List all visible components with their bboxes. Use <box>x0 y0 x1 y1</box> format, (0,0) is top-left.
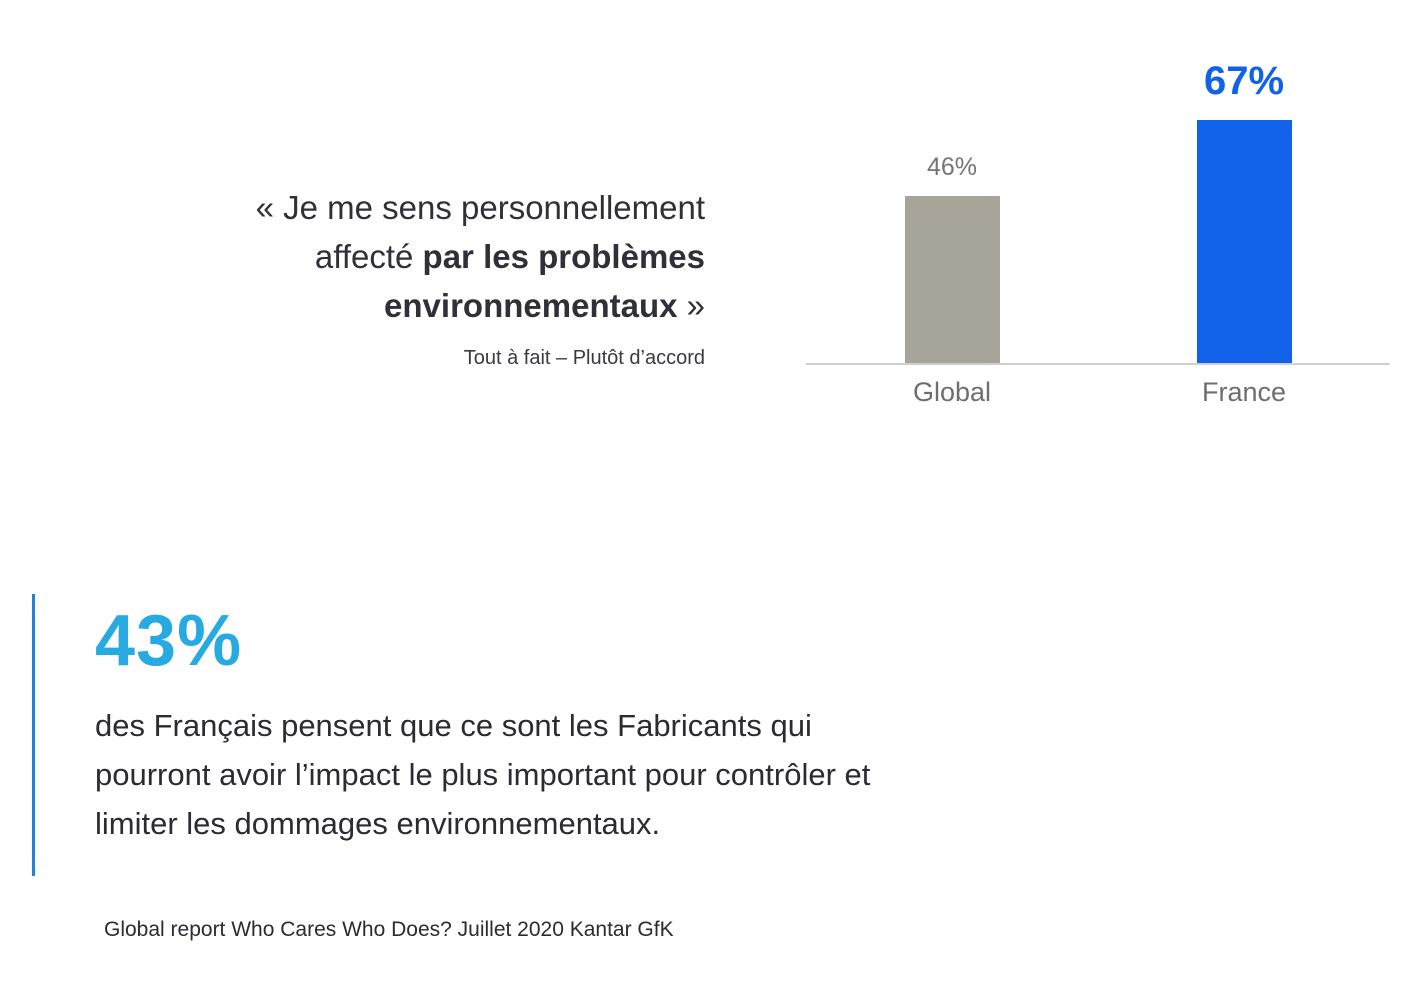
stat-accent-line <box>32 594 35 876</box>
bar-france <box>1196 120 1292 363</box>
quote-line-3: environnementaux » <box>60 281 705 330</box>
quote-line-2: affecté par les problèmes <box>60 232 705 281</box>
quote-line-1: « Je me sens personnellement <box>60 183 705 232</box>
quote-text-bold: environnementaux <box>384 287 678 324</box>
bar-group-global: 46% <box>806 153 1098 363</box>
stat-value: 43% <box>95 601 243 681</box>
bar-value-label-global: 46% <box>926 153 978 181</box>
quote-text: « Je me sens personnellement <box>255 189 705 226</box>
category-label-france: France <box>1201 377 1287 407</box>
bar-group-france: 67% <box>1098 59 1390 363</box>
source-note: Global report Who Cares Who Does? Juille… <box>104 918 674 941</box>
quote-block: « Je me sens personnellement affecté par… <box>60 183 705 372</box>
category-labels: Global France <box>806 377 1390 408</box>
quote-text: » <box>677 287 705 324</box>
stat-description: des Français pensent que ce sont les Fab… <box>95 708 871 841</box>
x-axis-line <box>806 363 1390 365</box>
bar-chart: 46% 67% Global France <box>806 0 1390 408</box>
stat-block: 43% des Français pensent que ce sont les… <box>95 603 905 848</box>
quote-text-bold: par les problèmes <box>422 238 705 275</box>
quote-subtitle: Tout à fait – Plutôt d’accord <box>463 347 705 369</box>
quote-text: affecté <box>314 238 423 275</box>
bar-value-label-france: 67% <box>1203 59 1285 103</box>
bar-global <box>904 196 1000 363</box>
chart-plot-area: 46% 67% <box>806 0 1390 363</box>
category-label-global: Global <box>912 377 992 407</box>
